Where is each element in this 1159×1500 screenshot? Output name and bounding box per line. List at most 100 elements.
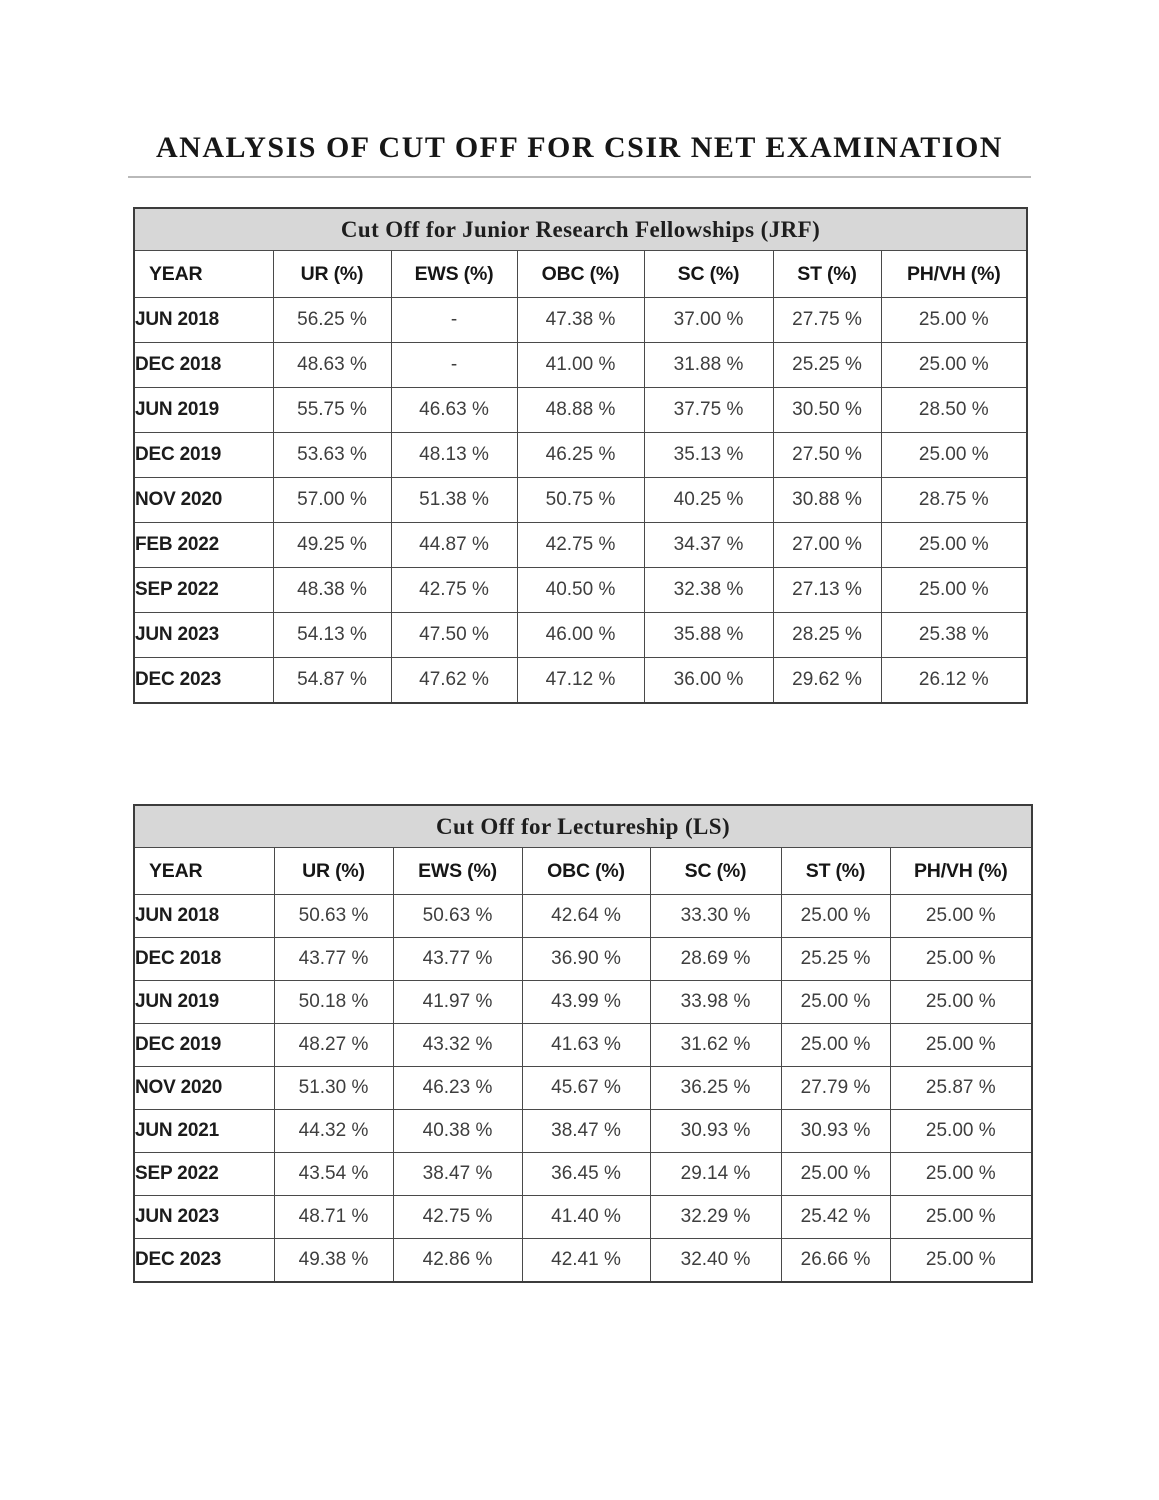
value-cell: 31.88 % <box>643 342 774 388</box>
value-cell: 35.88 % <box>643 612 774 658</box>
value-cell: 32.40 % <box>649 1238 782 1282</box>
value-cell: 36.00 % <box>643 657 774 703</box>
value-cell: 50.18 % <box>273 980 394 1024</box>
column-header: ST (%) <box>772 250 882 298</box>
column-header: EWS (%) <box>390 250 518 298</box>
value-cell: 42.75 % <box>392 1195 523 1239</box>
year-cell: JUN 2018 <box>133 297 274 343</box>
title-divider <box>128 176 1031 178</box>
year-cell: JUN 2018 <box>133 894 275 938</box>
year-cell: DEC 2023 <box>133 1238 275 1282</box>
jrf-cutoff-table: Cut Off for Junior Research Fellowships … <box>133 207 1029 704</box>
value-cell: 51.30 % <box>273 1066 394 1110</box>
year-cell: SEP 2022 <box>133 567 274 613</box>
column-header: PH/VH (%) <box>889 847 1033 895</box>
value-cell: 47.38 % <box>516 297 645 343</box>
table-row: NOV 2020 51.30 % 46.23 % 45.67 % 36.25 % 27.7… <box>133 1066 1033 1110</box>
value-cell: 43.77 % <box>273 937 394 981</box>
table-caption-row: Cut Off for Junior Research Fellowships … <box>133 207 1028 251</box>
value-cell: 43.54 % <box>273 1152 394 1196</box>
table-row: DEC 2018 43.77 % 43.77 % 36.90 % 28.69 % 25.2… <box>133 937 1033 981</box>
value-cell: 32.29 % <box>649 1195 782 1239</box>
value-cell: 31.62 % <box>649 1023 782 1067</box>
value-cell: 36.45 % <box>521 1152 651 1196</box>
value-cell: 25.00 % <box>889 1023 1033 1067</box>
value-cell: 25.00 % <box>889 1152 1033 1196</box>
value-cell: 30.50 % <box>772 387 882 433</box>
value-cell: 44.32 % <box>273 1109 394 1153</box>
table-row: DEC 2023 54.87 % 47.62 % 47.12 % 36.00 % 29.6… <box>133 657 1028 703</box>
value-cell: 44.87 % <box>390 522 518 568</box>
value-cell: 28.69 % <box>649 937 782 981</box>
value-cell: 48.27 % <box>273 1023 394 1067</box>
column-header: OBC (%) <box>521 847 651 895</box>
table-row: JUN 2019 50.18 % 41.97 % 43.99 % 33.98 % 25.0… <box>133 980 1033 1024</box>
value-cell: 43.99 % <box>521 980 651 1024</box>
value-cell: 48.63 % <box>272 342 392 388</box>
value-cell: 25.00 % <box>889 980 1033 1024</box>
value-cell: - <box>390 297 518 343</box>
value-cell: 54.87 % <box>272 657 392 703</box>
value-cell: 25.25 % <box>772 342 882 388</box>
value-cell: 25.00 % <box>880 522 1028 568</box>
table-row: NOV 2020 57.00 % 51.38 % 50.75 % 40.25 % 30.8… <box>133 477 1028 523</box>
table-row: JUN 2018 50.63 % 50.63 % 42.64 % 33.30 % 25.0… <box>133 894 1033 938</box>
value-cell: 25.00 % <box>880 342 1028 388</box>
column-header: OBC (%) <box>516 250 645 298</box>
value-cell: 42.86 % <box>392 1238 523 1282</box>
value-cell: 47.62 % <box>390 657 518 703</box>
table-row: SEP 2022 43.54 % 38.47 % 36.45 % 29.14 % 25.0… <box>133 1152 1033 1196</box>
value-cell: 37.75 % <box>643 387 774 433</box>
value-cell: 28.75 % <box>880 477 1028 523</box>
value-cell: 42.75 % <box>516 522 645 568</box>
value-cell: 47.12 % <box>516 657 645 703</box>
value-cell: 33.30 % <box>649 894 782 938</box>
value-cell: 27.13 % <box>772 567 882 613</box>
year-cell: DEC 2023 <box>133 657 274 703</box>
year-cell: NOV 2020 <box>133 477 274 523</box>
year-cell: DEC 2019 <box>133 432 274 478</box>
year-cell: DEC 2018 <box>133 937 275 981</box>
value-cell: 26.12 % <box>880 657 1028 703</box>
value-cell: 36.90 % <box>521 937 651 981</box>
value-cell: 27.50 % <box>772 432 882 478</box>
table-row: JUN 2023 48.71 % 42.75 % 41.40 % 32.29 % 25.4… <box>133 1195 1033 1239</box>
table-row: DEC 2018 48.63 % -41.00 % 31.88 % 25.25 % 25.… <box>133 342 1028 388</box>
value-cell: 25.00 % <box>880 297 1028 343</box>
value-cell: 25.00 % <box>889 1109 1033 1153</box>
value-cell: 56.25 % <box>272 297 392 343</box>
value-cell: 27.79 % <box>780 1066 891 1110</box>
value-cell: 50.75 % <box>516 477 645 523</box>
value-cell: 40.50 % <box>516 567 645 613</box>
table-row: JUN 2021 44.32 % 40.38 % 38.47 % 30.93 % 30.9… <box>133 1109 1033 1153</box>
value-cell: 51.38 % <box>390 477 518 523</box>
value-cell: 41.63 % <box>521 1023 651 1067</box>
value-cell: 35.13 % <box>643 432 774 478</box>
column-header: UR (%) <box>273 847 394 895</box>
value-cell: 28.50 % <box>880 387 1028 433</box>
column-header: UR (%) <box>272 250 392 298</box>
year-cell: JUN 2019 <box>133 980 275 1024</box>
column-header: YEAR <box>133 847 275 895</box>
table-row: JUN 2023 54.13 % 47.50 % 46.00 % 35.88 % 28.2… <box>133 612 1028 658</box>
value-cell: 34.37 % <box>643 522 774 568</box>
column-header: YEAR <box>133 250 274 298</box>
value-cell: 25.42 % <box>780 1195 891 1239</box>
value-cell: 50.63 % <box>392 894 523 938</box>
year-cell: JUN 2023 <box>133 1195 275 1239</box>
table-row: DEC 2023 49.38 % 42.86 % 42.41 % 32.40 % 26.6… <box>133 1238 1033 1282</box>
table-row: JUN 2018 56.25 % -47.38 % 37.00 % 27.75 % 25.… <box>133 297 1028 343</box>
value-cell: 42.64 % <box>521 894 651 938</box>
value-cell: 46.00 % <box>516 612 645 658</box>
year-cell: JUN 2021 <box>133 1109 275 1153</box>
value-cell: 25.25 % <box>780 937 891 981</box>
column-header: SC (%) <box>649 847 782 895</box>
value-cell: 38.47 % <box>521 1109 651 1153</box>
value-cell: 25.00 % <box>889 894 1033 938</box>
column-header: ST (%) <box>780 847 891 895</box>
table-header-row: YEAR UR (%) EWS (%) OBC (%) SC (%) ST (%) PH/V… <box>133 847 1033 895</box>
year-cell: DEC 2018 <box>133 342 274 388</box>
value-cell: 41.40 % <box>521 1195 651 1239</box>
column-header: SC (%) <box>643 250 774 298</box>
value-cell: 46.25 % <box>516 432 645 478</box>
